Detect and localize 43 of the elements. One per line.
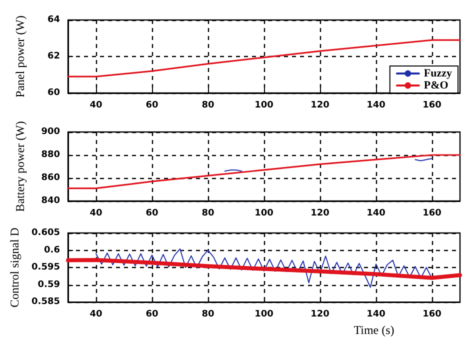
legend-label: Fuzzy: [424, 68, 452, 80]
x-tick-label: 80: [202, 208, 214, 218]
x-tick-label: 100: [254, 208, 274, 218]
x-tick-label: 140: [366, 100, 386, 110]
line-series: [67, 39, 461, 78]
x-tick-label: 100: [254, 310, 274, 320]
y-axis-title: Panel power (W): [13, 16, 27, 98]
x-tick-label: 160: [422, 310, 442, 320]
y-axis-title: Battery power (W): [13, 121, 27, 212]
x-tick-label: 60: [146, 208, 158, 218]
x-tick-label: 120: [310, 208, 330, 218]
x-tick-label: 140: [366, 208, 386, 218]
x-tick-label: 140: [366, 310, 386, 320]
legend-label: P&O: [424, 80, 449, 92]
x-tick-label: 160: [422, 100, 442, 110]
y-tick-label: 880: [41, 150, 60, 160]
x-tick-label: 160: [422, 208, 442, 218]
x-tick-label: 120: [310, 100, 330, 110]
line-series: [66, 258, 462, 280]
x-tick-label: 120: [310, 310, 330, 320]
y-tick-label: 0.595: [32, 262, 60, 273]
x-tick-label: 40: [90, 310, 102, 320]
y-tick-label: 64: [47, 15, 60, 25]
x-tick-label: 80: [202, 310, 214, 320]
x-tick-label: 100: [254, 100, 274, 110]
y-tick-label: 0.605: [32, 228, 60, 238]
y-tick-label: 900: [41, 127, 60, 137]
y-tick-label: 860: [41, 173, 60, 183]
x-tick-label: 60: [146, 100, 158, 110]
y-axis-title: Control signal D: [8, 227, 22, 308]
y-tick-label: 0.59: [38, 280, 60, 290]
y-tick-label: 0.6: [44, 245, 60, 256]
x-tick-label: 40: [90, 100, 102, 110]
x-tick-label: 80: [202, 100, 214, 110]
x-tick-label: 60: [146, 310, 158, 320]
y-tick-label: 60: [47, 88, 60, 98]
x-tick-label: 40: [90, 208, 102, 218]
y-tick-label: 0.585: [32, 297, 60, 308]
y-tick-label: 840: [41, 196, 60, 206]
line-series: [67, 154, 461, 190]
x-axis-title: Time (s): [354, 323, 394, 337]
line-series: [96, 248, 432, 288]
y-tick-label: 62: [47, 52, 60, 62]
